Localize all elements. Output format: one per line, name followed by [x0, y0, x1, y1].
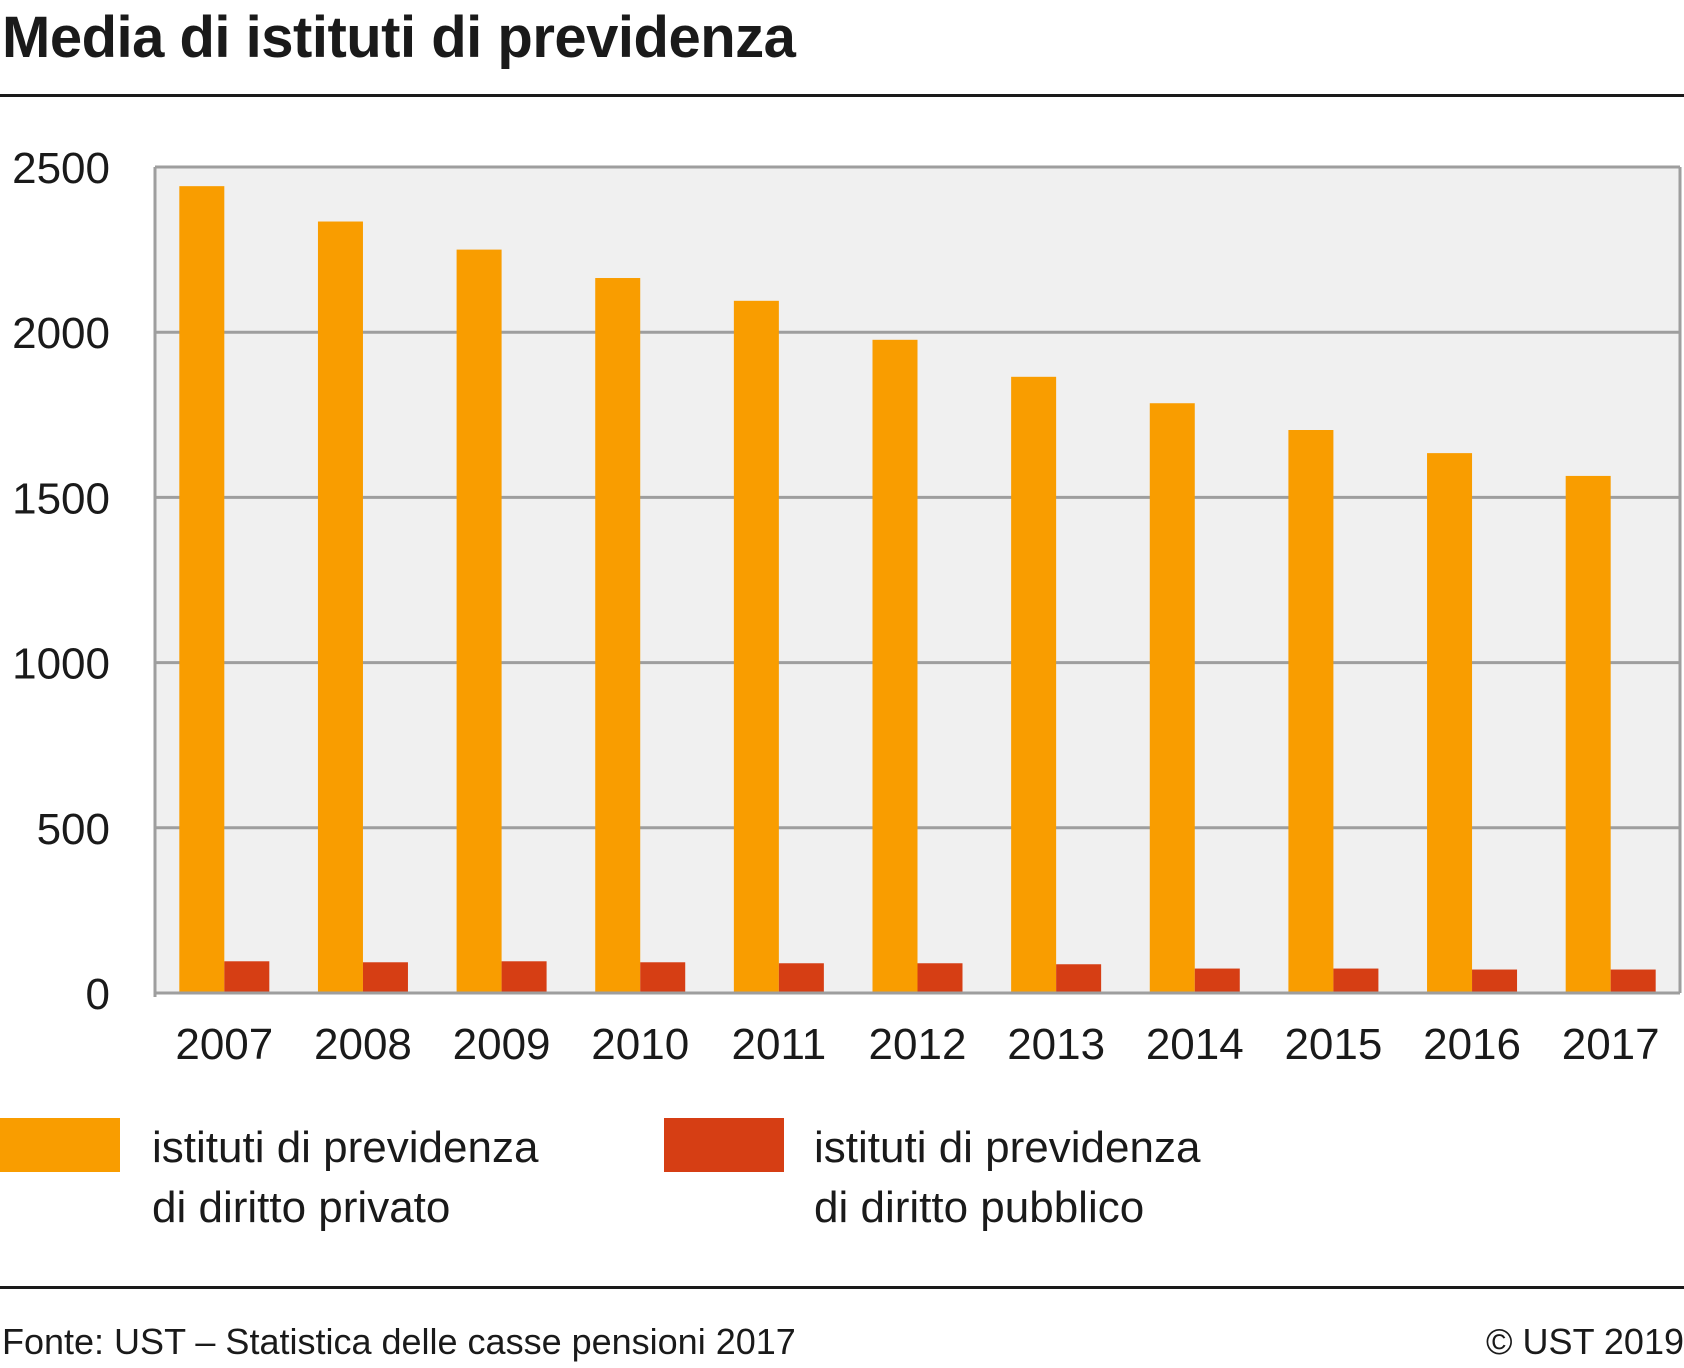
bar-chart: 0 500 1000 1500 2000 2500 2007 2008 2009 2010 2011…: [12, 144, 1682, 1069]
bottom-rule: [0, 1286, 1684, 1289]
bar-private: [1011, 376, 1057, 994]
x-tick-label: 2007: [175, 1020, 273, 1069]
x-tick-label: 2017: [1562, 1020, 1660, 1069]
chart-title: Media di istituti di previdenza: [2, 5, 796, 70]
bar-public: [1472, 969, 1518, 993]
bar-public: [224, 961, 270, 993]
legend-swatch-private: [0, 1118, 120, 1172]
bar-private: [1288, 429, 1334, 993]
bar-private: [179, 186, 225, 993]
x-tick-label: 2009: [453, 1020, 551, 1069]
bar-public: [778, 963, 824, 993]
x-tick-label: 2013: [1007, 1020, 1105, 1069]
bar-public: [501, 961, 547, 993]
top-rule: [0, 94, 1684, 97]
bar-private: [1565, 475, 1611, 993]
bar-public: [640, 962, 686, 993]
bar-private: [733, 300, 779, 993]
bar-private: [317, 221, 363, 993]
y-tick-label: 500: [37, 805, 110, 854]
x-tick-label: 2014: [1146, 1020, 1244, 1069]
bar-private: [1427, 453, 1473, 993]
x-tick-label: 2011: [732, 1020, 827, 1069]
bar-private: [595, 278, 641, 993]
x-tick-label: 2012: [869, 1020, 967, 1069]
bar-public: [1333, 968, 1379, 993]
legend-swatch-public: [664, 1118, 784, 1172]
y-tick-label: 1000: [12, 640, 110, 689]
y-tick-label: 2000: [12, 309, 110, 358]
x-tick-label: 2008: [314, 1020, 412, 1069]
y-tick-label: 1500: [12, 474, 110, 523]
y-tick-label: 0: [86, 970, 110, 1019]
x-tick-label: 2015: [1284, 1020, 1382, 1069]
bar-public: [917, 963, 963, 993]
copyright-note: © UST 2019: [1486, 1321, 1684, 1362]
y-tick-label: 2500: [12, 144, 110, 193]
bar-private: [456, 249, 502, 994]
x-tick-label: 2010: [591, 1020, 689, 1069]
bar-public: [362, 962, 408, 993]
x-tick-label: 2016: [1423, 1020, 1521, 1069]
legend-label-private: istituti di previdenza di diritto privat…: [152, 1123, 539, 1232]
bar-public: [1610, 969, 1656, 993]
source-note: Fonte: UST – Statistica delle casse pens…: [2, 1321, 796, 1362]
bar-public: [1194, 968, 1240, 993]
bar-private: [1149, 403, 1195, 994]
bar-private: [872, 339, 918, 993]
legend-label-public: istituti di previdenza di diritto pubbli…: [814, 1123, 1201, 1232]
bar-public: [1056, 964, 1102, 993]
